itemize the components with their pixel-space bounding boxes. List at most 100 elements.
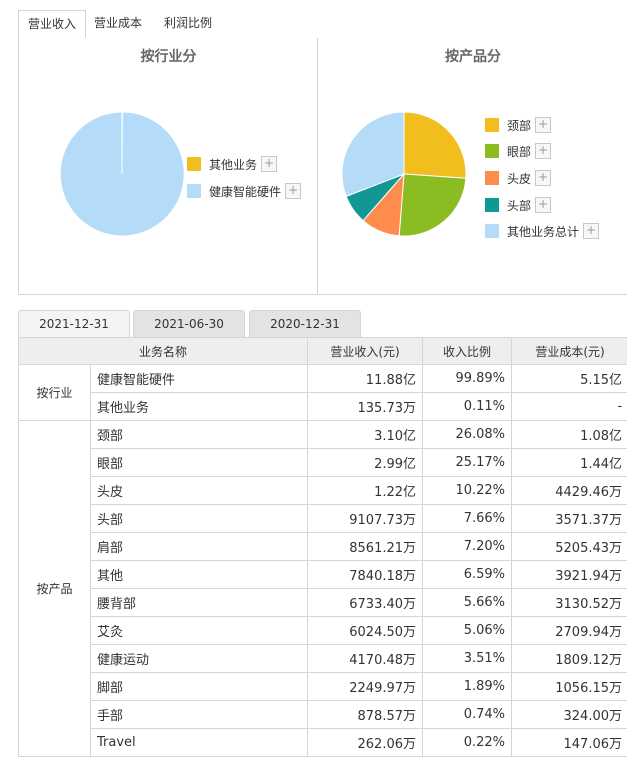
ratio-cell: 5.06% — [423, 617, 512, 645]
business-name-cell: 眼部 — [91, 449, 308, 477]
business-name-cell: 头部 — [91, 505, 308, 533]
ratio-cell: 5.66% — [423, 589, 512, 617]
header-revenue: 营业收入(元) — [308, 338, 423, 365]
cost-cell: 147.06万 — [512, 729, 627, 757]
expand-plus-icon[interactable]: + — [535, 117, 551, 133]
product-pie-slice-1[interactable] — [399, 174, 466, 236]
business-name-cell: 健康智能硬件 — [91, 365, 308, 393]
revenue-cell: 7840.18万 — [308, 561, 423, 589]
legend-swatch — [485, 118, 499, 132]
table-header-row: 业务名称 营业收入(元) 收入比例 营业成本(元) — [19, 338, 627, 365]
ratio-cell: 99.89% — [423, 365, 512, 393]
tab-revenue[interactable]: 营业收入 — [18, 10, 86, 40]
cost-cell: 1809.12万 — [512, 645, 627, 673]
ratio-cell: 7.20% — [423, 533, 512, 561]
revenue-cell: 4170.48万 — [308, 645, 423, 673]
tab-date-2020-12-31[interactable]: 2020-12-31 — [249, 310, 361, 337]
cost-cell: - — [512, 393, 627, 421]
cost-cell: 3130.52万 — [512, 589, 627, 617]
revenue-cell: 6024.50万 — [308, 617, 423, 645]
legend-label: 头皮 — [507, 170, 531, 187]
expand-plus-icon[interactable]: + — [535, 170, 551, 186]
product-chart-title: 按产品分 — [318, 46, 627, 66]
cost-cell: 1056.15万 — [512, 673, 627, 701]
legend-label: 其他业务总计 — [507, 223, 579, 240]
legend-swatch — [485, 198, 499, 212]
date-tab-bar: 2021-12-31 2021-06-30 2020-12-31 — [18, 310, 627, 338]
revenue-cell: 9107.73万 — [308, 505, 423, 533]
revenue-cell: 8561.21万 — [308, 533, 423, 561]
legend-swatch — [485, 224, 499, 238]
product-pie-slice-0[interactable] — [404, 112, 466, 178]
cost-cell: 5205.43万 — [512, 533, 627, 561]
product-chart-panel: 按产品分 颈部 + 眼部 + 头皮 + 头部 + 其他业务总计 + — [317, 38, 627, 295]
revenue-cell: 878.57万 — [308, 701, 423, 729]
cost-cell: 3571.37万 — [512, 505, 627, 533]
expand-plus-icon[interactable]: + — [285, 183, 301, 199]
tab-profit-ratio[interactable]: 利润比例 — [158, 10, 218, 37]
business-name-cell: 其他 — [91, 561, 308, 589]
industry-pie-chart — [52, 104, 192, 244]
business-name-cell: 头皮 — [91, 477, 308, 505]
business-name-cell: 健康运动 — [91, 645, 308, 673]
ratio-cell: 26.08% — [423, 421, 512, 449]
group-label-cell: 按产品 — [19, 421, 91, 757]
header-ratio: 收入比例 — [423, 338, 512, 365]
legend-swatch — [485, 171, 499, 185]
legend-label: 头部 — [507, 197, 531, 214]
business-name-cell: 手部 — [91, 701, 308, 729]
cost-cell: 3921.94万 — [512, 561, 627, 589]
expand-plus-icon[interactable]: + — [261, 156, 277, 172]
group-label-cell: 按行业 — [19, 365, 91, 421]
revenue-cell: 6733.40万 — [308, 589, 423, 617]
legend-swatch — [485, 144, 499, 158]
header-business-name: 业务名称 — [19, 338, 308, 365]
revenue-cell: 2249.97万 — [308, 673, 423, 701]
revenue-cell: 135.73万 — [308, 393, 423, 421]
tab-date-2021-06-30[interactable]: 2021-06-30 — [133, 310, 245, 337]
business-name-cell: 其他业务 — [91, 393, 308, 421]
expand-plus-icon[interactable]: + — [535, 197, 551, 213]
cost-cell: 1.44亿 — [512, 449, 627, 477]
ratio-cell: 0.22% — [423, 729, 512, 757]
legend-label: 眼部 — [507, 143, 531, 160]
business-name-cell: 脚部 — [91, 673, 308, 701]
tab-cost[interactable]: 营业成本 — [88, 10, 148, 37]
industry-chart-title: 按行业分 — [19, 46, 318, 66]
legend-label: 颈部 — [507, 117, 531, 134]
revenue-cell: 2.99亿 — [308, 449, 423, 477]
business-name-cell: 艾灸 — [91, 617, 308, 645]
business-name-cell: 腰背部 — [91, 589, 308, 617]
expand-plus-icon[interactable]: + — [583, 223, 599, 239]
revenue-cell: 1.22亿 — [308, 477, 423, 505]
cost-cell: 4429.46万 — [512, 477, 627, 505]
revenue-cell: 3.10亿 — [308, 421, 423, 449]
tab-date-2021-12-31[interactable]: 2021-12-31 — [18, 310, 130, 338]
industry-chart-panel: 按行业分 其他业务 + 健康智能硬件 + — [18, 38, 319, 295]
ratio-cell: 10.22% — [423, 477, 512, 505]
ratio-cell: 0.11% — [423, 393, 512, 421]
industry-pie-slice-1[interactable] — [60, 112, 184, 236]
expand-plus-icon[interactable]: + — [535, 143, 551, 159]
ratio-cell: 1.89% — [423, 673, 512, 701]
header-cost: 营业成本(元) — [512, 338, 627, 365]
legend-label: 健康智能硬件 — [209, 183, 281, 200]
revenue-cell: 11.88亿 — [308, 365, 423, 393]
ratio-cell: 3.51% — [423, 645, 512, 673]
business-name-cell: 肩部 — [91, 533, 308, 561]
top-tab-bar: 营业收入 营业成本 利润比例 — [18, 10, 627, 39]
